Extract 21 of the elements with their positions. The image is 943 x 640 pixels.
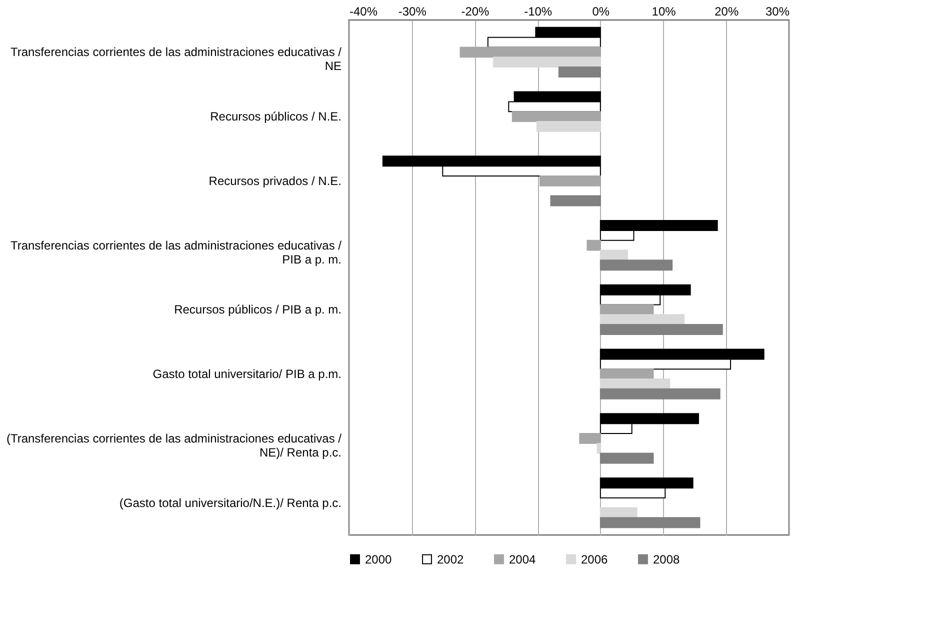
legend-label: 2002 [437, 552, 464, 566]
y-tick-label: Recursos privados / N.E. [208, 174, 342, 188]
x-tick-label: 0% [592, 4, 610, 18]
x-tick-label: -30% [398, 4, 427, 18]
y-tick-label: Gasto total universitario/ PIB a p.m. [152, 367, 342, 382]
y-tick-label: Recursos públicos / N.E. [210, 110, 342, 124]
x-tick-label: -10% [524, 4, 552, 18]
y-tick-label: (Transferencias corrientes de las administraciones educativas / NE)/ Renta p.c. [6, 431, 342, 460]
legend-label: 2008 [653, 552, 680, 566]
x-tick-label: 30% [765, 4, 790, 18]
legend-label: 2000 [365, 552, 392, 566]
x-tick-label: -20% [461, 4, 490, 18]
legend-label: 2006 [581, 552, 608, 566]
y-tick-label: (Gasto total universitario/N.E.)/ Renta p.c. [119, 496, 342, 510]
y-tick-label: Transferencias corrientes de las administraciones educativas / PIB a p. m. [10, 238, 342, 266]
x-tick-label: 20% [714, 4, 739, 18]
x-tick-label: -40% [350, 4, 378, 18]
x-tick-label: 10% [652, 4, 676, 18]
legend-label: 2004 [509, 552, 536, 566]
y-tick-label: Transferencias corrientes de las administraciones educativas / NE [10, 45, 342, 74]
y-tick-label: Recursos públicos / PIB a p. m. [174, 302, 342, 317]
